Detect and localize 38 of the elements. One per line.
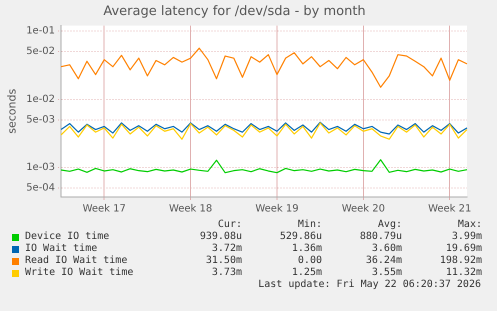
text: 36.24m xyxy=(364,255,402,267)
legend-label: Device IO time xyxy=(24,231,110,243)
legend-label: Read IO Wait time xyxy=(24,255,128,267)
chart-title: Average latency for /dev/sda - by month xyxy=(103,4,366,20)
y-axis-title: seconds xyxy=(5,88,18,134)
x-tick-label: Week 18 xyxy=(168,204,212,215)
text: Avg: xyxy=(376,219,402,231)
text: 1.36m xyxy=(290,243,322,255)
text: 19.69m xyxy=(444,243,482,255)
text: Max: xyxy=(456,219,482,231)
x-tick-label: Week 20 xyxy=(342,204,386,215)
text: 3.99m xyxy=(450,231,482,243)
text: 198.92m xyxy=(438,255,482,267)
text: 31.50m xyxy=(204,255,242,267)
y-tick-label: 1e-02 xyxy=(26,94,56,105)
y-tick-label: 5e-04 xyxy=(26,182,56,194)
x-tick-label: Week 21 xyxy=(428,204,472,215)
text: Cur: xyxy=(216,219,242,231)
x-tick-label: Week 17 xyxy=(82,204,126,215)
text: 880.79u xyxy=(358,231,402,243)
legend-label: Write IO Wait time xyxy=(24,267,134,279)
text: 1.25m xyxy=(290,267,322,279)
y-tick-label: 5e-03 xyxy=(26,114,56,126)
text: 3.72m xyxy=(210,243,242,255)
text: 939.08u xyxy=(198,231,242,243)
x-tick-label: Week 19 xyxy=(255,204,299,215)
text: Last update: Fri May 22 06:20:37 2026 xyxy=(257,279,481,291)
text: 11.32m xyxy=(444,267,482,279)
text: 529.86u xyxy=(278,231,322,243)
y-tick-label: 1e-03 xyxy=(26,162,56,174)
text: 3.55m xyxy=(370,267,402,279)
y-tick-label: 5e-02 xyxy=(26,46,56,58)
y-tick-label: 1e-01 xyxy=(26,26,56,37)
text: 3.60m xyxy=(370,243,402,255)
text: Min: xyxy=(296,219,322,231)
text: 0.00 xyxy=(296,255,322,267)
legend-label: IO Wait time xyxy=(24,243,98,255)
text: 3.73m xyxy=(210,267,242,279)
